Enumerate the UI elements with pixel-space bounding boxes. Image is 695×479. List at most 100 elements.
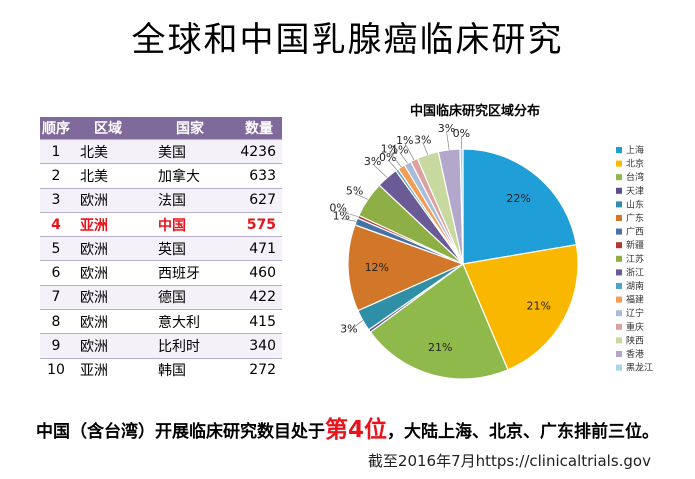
header-country: 国家 bbox=[144, 117, 236, 140]
legend-swatch bbox=[616, 201, 622, 208]
cell-country: 西班牙 bbox=[144, 260, 236, 286]
legend-swatch bbox=[616, 160, 622, 167]
cell-count: 415 bbox=[236, 309, 282, 334]
slice-data-label: 1% bbox=[381, 142, 398, 155]
cell-region: 欧洲 bbox=[72, 309, 144, 334]
header-region: 区域 bbox=[72, 117, 144, 140]
legend-label: 黑龙江 bbox=[626, 362, 653, 374]
legend-label: 天津 bbox=[626, 186, 644, 197]
table-row: 6 欧洲 西班牙 460 bbox=[40, 260, 282, 286]
legend-swatch bbox=[616, 364, 622, 371]
cell-count: 422 bbox=[236, 284, 282, 310]
cell-region: 亚洲 bbox=[72, 211, 144, 237]
slice-data-label: 21% bbox=[428, 341, 452, 354]
slice-data-label: 1% bbox=[396, 134, 413, 147]
cell-count: 575 bbox=[236, 211, 282, 237]
cell-country: 英国 bbox=[144, 236, 236, 261]
pie-chart: 中国临床研究区域分布22%21%21%3%12%1%0%5%3%0%1%1%1%… bbox=[329, 103, 653, 380]
legend-swatch bbox=[616, 296, 622, 303]
cell-country: 韩国 bbox=[144, 357, 236, 382]
cell-rank: 4 bbox=[40, 211, 72, 237]
legend-label: 上海 bbox=[626, 144, 644, 156]
legend-swatch bbox=[616, 215, 622, 221]
summary-caption: 中国（含台湾）开展临床研究数目处于第4位，大陆上海、北京、广东排前三位。 bbox=[0, 410, 695, 444]
table-row: 5 欧洲 英国 471 bbox=[40, 236, 282, 261]
cell-rank: 8 bbox=[40, 309, 72, 334]
legend-swatch bbox=[616, 283, 622, 289]
cell-rank: 3 bbox=[40, 187, 72, 213]
legend-label: 湖南 bbox=[626, 280, 644, 292]
slice-data-label: 3% bbox=[364, 155, 381, 168]
legend-label: 浙江 bbox=[626, 266, 644, 278]
pie-slice bbox=[462, 148, 578, 265]
label-leader-line bbox=[387, 159, 398, 171]
cell-count: 471 bbox=[236, 236, 282, 261]
legend-swatch bbox=[616, 351, 622, 357]
cell-country: 意大利 bbox=[144, 309, 236, 334]
slice-data-label: 3% bbox=[438, 122, 455, 135]
table-header-row: 顺序 区域 国家 数量 bbox=[40, 117, 282, 140]
cell-country: 加拿大 bbox=[144, 163, 236, 189]
legend-swatch bbox=[616, 269, 622, 276]
legend-swatch bbox=[616, 187, 622, 194]
table-row: 10 亚洲 韩国 272 bbox=[40, 357, 282, 382]
caption-pre: 中国（含台湾）开展临床研究数目处于 bbox=[35, 422, 325, 442]
label-leader-line bbox=[404, 142, 415, 161]
caption-post: ，大陆上海、北京、广东排前三位。 bbox=[387, 422, 659, 442]
chart-title: 中国临床研究区域分布 bbox=[410, 103, 540, 119]
cell-rank: 2 bbox=[40, 163, 72, 189]
pie-slice bbox=[369, 263, 509, 380]
legend-swatch bbox=[616, 228, 622, 235]
pie-slice bbox=[347, 224, 465, 312]
pie-slice bbox=[462, 243, 579, 371]
table-row: 8 欧洲 意大利 415 bbox=[40, 309, 282, 334]
label-leader-line bbox=[338, 210, 359, 218]
label-leader-line bbox=[341, 218, 357, 222]
cell-count: 272 bbox=[236, 357, 282, 382]
cell-region: 亚洲 bbox=[72, 357, 144, 382]
slice-data-label: 3% bbox=[414, 133, 431, 146]
cell-region: 欧洲 bbox=[72, 187, 144, 213]
legend-swatch bbox=[616, 174, 622, 181]
cell-country: 美国 bbox=[144, 138, 236, 164]
label-leader-line bbox=[354, 193, 368, 200]
pie-slice bbox=[459, 148, 464, 265]
legend-label: 广东 bbox=[626, 212, 644, 224]
cell-country: 法国 bbox=[144, 187, 236, 213]
cell-rank: 9 bbox=[40, 333, 72, 359]
legend-label: 台湾 bbox=[626, 171, 644, 183]
cell-count: 627 bbox=[236, 187, 282, 213]
cell-region: 欧洲 bbox=[72, 284, 144, 310]
table-row: 9 欧洲 比利时 340 bbox=[40, 333, 282, 359]
label-leader-line bbox=[399, 152, 408, 164]
slice-data-label: 22% bbox=[506, 192, 530, 205]
pie-chart-area: 中国临床研究区域分布 22% 21% 21% 3% 12% 1% 0% 5% 3% 0% 1% 1% 1%… bbox=[300, 95, 690, 405]
label-leader-line bbox=[348, 320, 364, 332]
table-body: 1 北美 美国 4236 2 北美 加拿大 633 3 欧洲 法国 627 4 亚洲 中国 575 5 欧洲 英国 4… bbox=[40, 138, 282, 382]
cell-country: 德国 bbox=[144, 284, 236, 310]
cell-count: 460 bbox=[236, 260, 282, 286]
label-leader-line bbox=[372, 163, 388, 178]
cell-count: 340 bbox=[236, 333, 282, 359]
cell-rank: 1 bbox=[40, 138, 72, 164]
label-leader-line bbox=[422, 142, 428, 155]
cell-count: 633 bbox=[236, 163, 282, 189]
legend-label: 陕西 bbox=[626, 334, 644, 346]
slice-data-label: 21% bbox=[526, 299, 550, 312]
legend-swatch bbox=[616, 310, 622, 317]
caption-emphasis: 第4位 bbox=[324, 417, 387, 443]
legend-label: 北京 bbox=[626, 158, 644, 170]
table-row: 2 北美 加拿大 633 bbox=[40, 163, 282, 189]
cell-rank: 10 bbox=[40, 357, 72, 382]
legend-swatch bbox=[616, 147, 622, 153]
slice-data-label: 12% bbox=[365, 261, 389, 274]
legend-label: 辽宁 bbox=[626, 307, 644, 319]
cell-country: 比利时 bbox=[144, 333, 236, 359]
label-leader-line bbox=[389, 151, 402, 168]
slice-data-label: 5% bbox=[346, 184, 363, 197]
cell-rank: 6 bbox=[40, 260, 72, 286]
slice-data-label: 1% bbox=[391, 143, 408, 156]
source-note: 截至2016年7月https://clinicaltrials.gov bbox=[367, 452, 651, 470]
cell-region: 欧洲 bbox=[72, 236, 144, 261]
slice-data-label: 0% bbox=[379, 151, 396, 164]
